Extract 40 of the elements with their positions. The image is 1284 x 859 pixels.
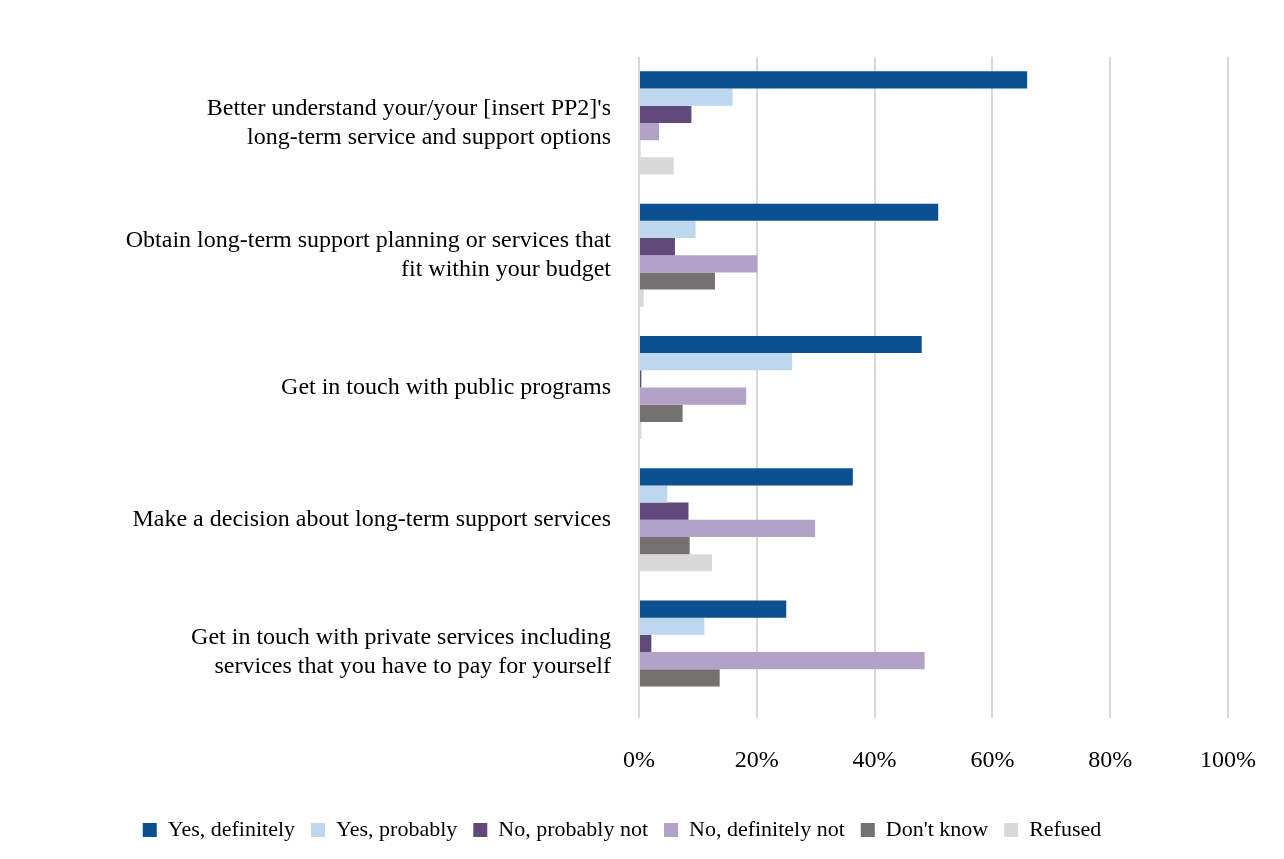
y-tick-label: Get in touch with private services including services that you have to pay for yourself xyxy=(191,622,611,678)
bar xyxy=(640,519,816,537)
bar xyxy=(640,669,720,687)
bar xyxy=(640,468,853,486)
bar xyxy=(640,404,683,422)
y-tick-label: Better understand your/your [insert PP2]'s long-term service and support options xyxy=(206,93,611,149)
x-tick-label: 40% xyxy=(852,745,897,772)
bar xyxy=(640,71,1028,89)
bar xyxy=(640,652,925,670)
bar xyxy=(640,485,668,503)
legend-label: No, definitely not xyxy=(688,815,845,841)
bar xyxy=(640,634,652,653)
bar xyxy=(640,617,705,635)
legend-label: No, probably not xyxy=(498,815,648,841)
bar xyxy=(640,536,690,555)
bar xyxy=(640,105,692,123)
legend-label: Yes, probably xyxy=(336,815,458,841)
x-tick-label: 60% xyxy=(970,745,1015,772)
legend-label: Don't know xyxy=(885,815,989,841)
legend-label: Refused xyxy=(1029,815,1102,841)
bar xyxy=(640,353,793,371)
y-tick-label: Get in touch with public programs xyxy=(281,372,611,399)
bar xyxy=(640,255,758,273)
x-tick-label: 100% xyxy=(1200,745,1256,772)
bar xyxy=(640,272,715,290)
bar xyxy=(640,238,675,256)
x-tick-label: 20% xyxy=(734,745,779,772)
bar xyxy=(640,88,733,106)
bar xyxy=(640,387,747,405)
x-tick-label: 80% xyxy=(1088,745,1133,772)
bar xyxy=(640,502,689,520)
legend-label: Yes, definitely xyxy=(167,815,296,841)
y-tick-label: Obtain long-term support planning or services that fit within your budget xyxy=(125,226,612,281)
bar xyxy=(640,122,660,141)
x-tick-label: 0% xyxy=(623,745,655,772)
y-tick-label: Make a decision about long-term support services xyxy=(132,505,611,532)
bar xyxy=(640,600,787,618)
bar xyxy=(640,220,696,239)
bar xyxy=(640,335,922,354)
bar xyxy=(640,203,939,221)
